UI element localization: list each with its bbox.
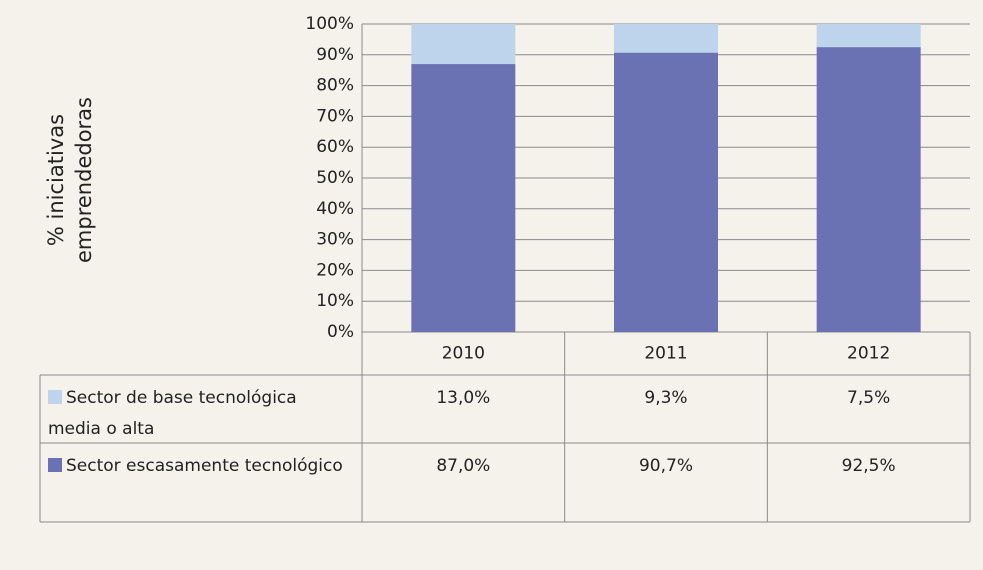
y-tick-label: 10% — [316, 291, 354, 311]
y-tick-label: 60% — [316, 137, 354, 157]
table-value: 9,3% — [644, 388, 688, 408]
y-tick-label: 30% — [316, 230, 354, 250]
y-tick-label: 0% — [327, 322, 354, 342]
legend-entry: Sector de base tecnológica media o alta — [48, 383, 350, 445]
y-tick-label: 40% — [316, 199, 354, 219]
bar — [614, 52, 718, 332]
legend-label: Sector de base tecnológica media o alta — [48, 388, 297, 439]
bar — [614, 24, 718, 53]
x-tick-label: 2012 — [847, 344, 890, 364]
table-value: 13,0% — [436, 388, 491, 408]
x-tick-label: 2010 — [442, 344, 485, 364]
legend-label: Sector escasamente tecnológico — [66, 456, 343, 476]
legend-entry: Sector escasamente tecnológico — [48, 451, 350, 482]
bar — [816, 24, 921, 48]
y-tick-label: 50% — [316, 168, 354, 188]
legend-swatch — [48, 458, 62, 472]
bar — [411, 24, 516, 65]
y-tick-label: 20% — [316, 260, 354, 280]
x-tick-label: 2011 — [644, 344, 687, 364]
table-value: 92,5% — [841, 456, 896, 476]
y-tick-label: 80% — [316, 76, 354, 96]
y-tick-label: 70% — [316, 106, 354, 126]
bar — [411, 64, 516, 332]
table-value: 90,7% — [638, 456, 693, 476]
y-axis-label: % iniciativas emprendedoras — [44, 97, 96, 263]
bar — [816, 47, 921, 332]
legend-swatch — [48, 390, 62, 404]
table-value: 7,5% — [847, 388, 891, 408]
y-tick-label: 90% — [316, 45, 354, 65]
y-tick-label: 100% — [305, 14, 354, 34]
table-value: 87,0% — [436, 456, 491, 476]
